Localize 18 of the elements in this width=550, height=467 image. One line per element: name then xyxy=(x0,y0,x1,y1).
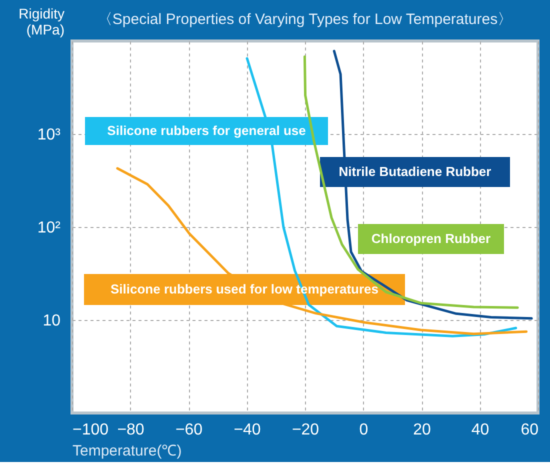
text: Silicone rubbers for general use xyxy=(107,123,306,138)
x-tick-label: 40 xyxy=(471,422,490,438)
chart-title: 〈Special Properties of Varying Types for Low Temperatures〉 xyxy=(97,11,513,28)
x-tick-label: −80 xyxy=(117,422,144,438)
y-tick-label: 10³ xyxy=(37,126,62,144)
x-tick-label: −20 xyxy=(292,422,320,438)
x-tick-label: −100 xyxy=(72,422,109,438)
series-label: Chloropren Rubber xyxy=(371,231,491,246)
y-tick-label: 10 xyxy=(42,312,61,330)
x-tick-label: 20 xyxy=(413,422,431,438)
x-tick-label: 60 xyxy=(520,422,539,438)
y-tick-label: 10² xyxy=(37,220,62,236)
x-tick-label: −60 xyxy=(175,422,203,438)
y-axis-title: Rigidity (MPa) xyxy=(18,6,64,38)
series-label: Nitrile Butadiene Rubber xyxy=(338,164,492,179)
x-axis-title: Temperature(℃) xyxy=(72,442,182,460)
x-tick-label: −40 xyxy=(234,422,261,438)
x-tick-label: 0 xyxy=(359,422,368,438)
